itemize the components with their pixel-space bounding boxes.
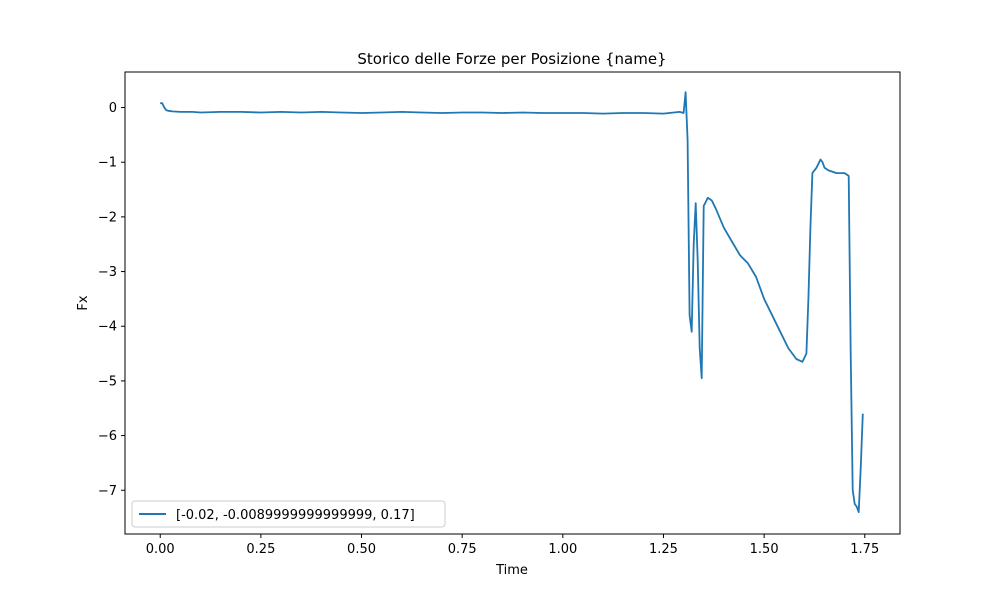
y-axis-label: Fx: [76, 295, 91, 310]
x-tick-label: 1.00: [548, 542, 577, 557]
x-tick-label: 1.50: [750, 542, 779, 557]
y-tick-label: 0: [109, 101, 117, 116]
axes-frame: [124, 71, 901, 535]
y-tick-label: −2: [98, 210, 117, 225]
x-tick-label: 0.25: [246, 542, 275, 557]
y-tick-label: −3: [98, 265, 117, 280]
legend-entry-label: [-0.02, -0.0089999999999999, 0.17]: [176, 508, 415, 523]
x-axis: 0.00 0.25 0.50 0.75 1.00 1.25 1.50 1.75: [146, 534, 879, 557]
y-tick-label: −5: [98, 374, 117, 389]
y-tick-label: −4: [98, 320, 117, 335]
y-tick-label: −1: [98, 156, 117, 171]
y-tick-label: −6: [98, 429, 117, 444]
x-axis-label: Time: [495, 563, 528, 578]
x-tick-label: 0.50: [347, 542, 376, 557]
y-axis: 0 −1 −2 −3 −4 −5 −6 −7: [98, 101, 125, 499]
x-tick-label: 1.25: [649, 542, 678, 557]
chart-title: Storico delle Forze per Posizione {name}: [357, 50, 666, 68]
legend: [-0.02, -0.0089999999999999, 0.17]: [131, 500, 446, 528]
x-tick-label: 0.75: [448, 542, 477, 557]
y-tick-label: −7: [98, 484, 117, 499]
series-line: [160, 91, 864, 513]
x-tick-label: 0.00: [146, 542, 175, 557]
x-tick-label: 1.75: [850, 542, 879, 557]
plot-area: [160, 91, 864, 513]
legend-box: [131, 500, 446, 528]
